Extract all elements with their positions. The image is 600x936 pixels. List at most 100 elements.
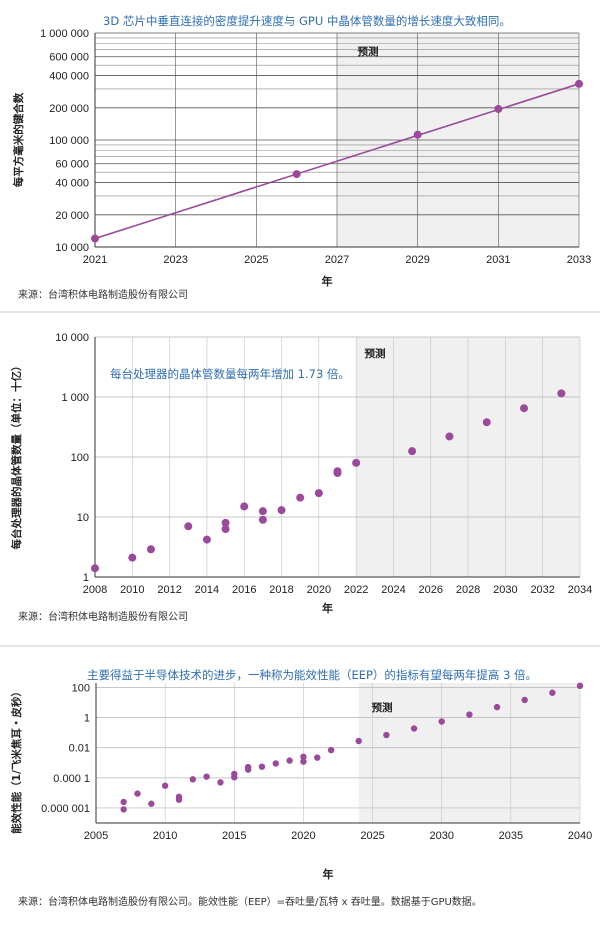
data-point: [272, 760, 279, 767]
data-point: [240, 502, 249, 511]
data-point: [91, 564, 99, 573]
data-point: [557, 389, 566, 398]
y-tick-label: 10 000: [55, 242, 89, 254]
x-tick-label: 2023: [163, 254, 187, 266]
forecast-label: 预测: [365, 347, 386, 360]
chart-title: 3D 芯片中垂直连接的密度提升速度与 GPU 中晶体管数量的增长速度大致相同。: [103, 14, 511, 28]
x-tick-label: 2022: [344, 584, 368, 596]
data-point: [314, 754, 321, 761]
chart-transistors-per-processor: 1 10 100 1 000 10 000 2008 2010 2012 2014 2016 201…: [10, 332, 592, 623]
data-point: [300, 753, 307, 761]
x-tick-label: 2014: [195, 584, 219, 596]
x-tick-label: 2027: [325, 254, 349, 266]
data-point: [300, 758, 307, 765]
forecast-label: 预测: [372, 701, 393, 714]
y-tick-label: 1: [83, 572, 89, 584]
y-tick-label: 40 000: [55, 178, 89, 190]
y-tick-label: 600 000: [49, 52, 89, 64]
data-point: [352, 458, 361, 467]
data-point: [120, 806, 127, 813]
data-point: [482, 418, 491, 427]
y-axis-label: 每台处理器的晶体管数量（单位：十亿）: [10, 361, 23, 550]
y-tick-label: 1 000 000: [40, 28, 89, 40]
data-point: [549, 689, 556, 696]
data-point: [221, 525, 230, 534]
data-point: [466, 711, 473, 718]
x-tick-label: 2030: [493, 584, 517, 596]
y-tick-label: 1 000: [61, 392, 89, 404]
data-point: [327, 746, 335, 754]
x-tick-label: 2010: [153, 830, 177, 842]
data-point: [258, 763, 266, 770]
data-point: [493, 703, 501, 711]
x-tick-label: 2028: [456, 584, 480, 596]
x-tick-label: 2005: [84, 830, 108, 842]
data-point: [161, 782, 169, 789]
y-axis-label: 每平方毫米的键合数: [12, 92, 25, 187]
y-tick-label: 20 000: [55, 210, 89, 222]
y-tick-label: 100: [71, 452, 89, 464]
data-point: [134, 790, 141, 797]
forecast-region: [358, 683, 580, 823]
source-note: 来源：台湾积体电路制造股份有限公司: [18, 610, 188, 623]
data-point: [189, 776, 196, 783]
y-tick-label: 0.000 001: [41, 803, 90, 815]
x-tick-label: 2025: [360, 830, 384, 842]
data-point: [445, 432, 454, 441]
x-tick-label: 2020: [307, 584, 331, 596]
data-point: [314, 489, 323, 498]
x-tick-label: 2012: [157, 584, 181, 596]
data-point: [494, 104, 503, 113]
forecast-label: 预测: [358, 45, 379, 58]
x-tick-label: 2035: [499, 830, 523, 842]
y-axis-label: 能效性能（1/飞米焦耳・皮秒）: [10, 686, 23, 834]
data-point: [576, 682, 584, 690]
x-tick-label: 2040: [568, 830, 592, 842]
y-tick-label: 400 000: [49, 71, 89, 83]
chart-title: 主要得益于半导体技术的进步，一种称为能效性能（EEP）的指标有望每两年提高 3 …: [87, 668, 537, 682]
data-point: [575, 79, 583, 88]
data-point: [231, 770, 238, 778]
x-tick-label: 2016: [232, 584, 256, 596]
data-point: [520, 404, 529, 413]
data-point: [413, 130, 422, 139]
data-point: [202, 535, 211, 544]
data-point: [128, 553, 137, 562]
y-tick-label: 10 000: [55, 332, 89, 344]
x-tick-label: 2018: [269, 584, 293, 596]
data-point: [286, 757, 293, 764]
x-tick-label: 2033: [567, 254, 591, 266]
data-point: [408, 447, 417, 456]
x-tick-label: 2015: [222, 830, 246, 842]
x-tick-label: 2034: [568, 584, 592, 596]
source-note: 来源：台湾积体电路制造股份有限公司: [18, 288, 188, 301]
x-axis-label: 年: [323, 867, 334, 881]
data-point: [217, 779, 224, 786]
data-point: [203, 773, 210, 780]
data-point: [184, 522, 193, 531]
x-tick-label: 2031: [486, 254, 510, 266]
data-point: [292, 170, 301, 179]
data-point: [383, 731, 390, 739]
chart-title: 每台处理器的晶体管数量每两年增加 1.73 倍。: [110, 367, 350, 381]
y-tick-label: 10: [77, 512, 89, 524]
y-tick-label: 1: [84, 713, 90, 725]
x-tick-label: 2032: [530, 584, 554, 596]
x-tick-label: 2026: [419, 584, 443, 596]
x-axis-label: 年: [322, 601, 333, 615]
y-tick-label: 100: [72, 683, 90, 695]
data-point: [221, 518, 230, 527]
x-tick-label: 2020: [291, 830, 315, 842]
source-note: 来源：台湾积体电路制造股份有限公司。能效性能（EEP）=吞吐量/瓦特 x 吞吐量…: [18, 895, 482, 908]
data-point: [120, 798, 127, 806]
data-point: [244, 763, 252, 771]
y-tick-label: 0.000 1: [53, 773, 90, 785]
data-point: [146, 545, 155, 554]
chart-energy-efficiency-performance: 0.000 001 0.000 1 0.01 1 100 2005 2010 2015 2020…: [10, 668, 592, 908]
y-tick-label: 200 000: [49, 103, 89, 115]
data-point: [258, 515, 267, 524]
x-tick-label: 2025: [244, 254, 268, 266]
x-tick-label: 2030: [429, 830, 453, 842]
x-tick-label: 2010: [120, 584, 144, 596]
